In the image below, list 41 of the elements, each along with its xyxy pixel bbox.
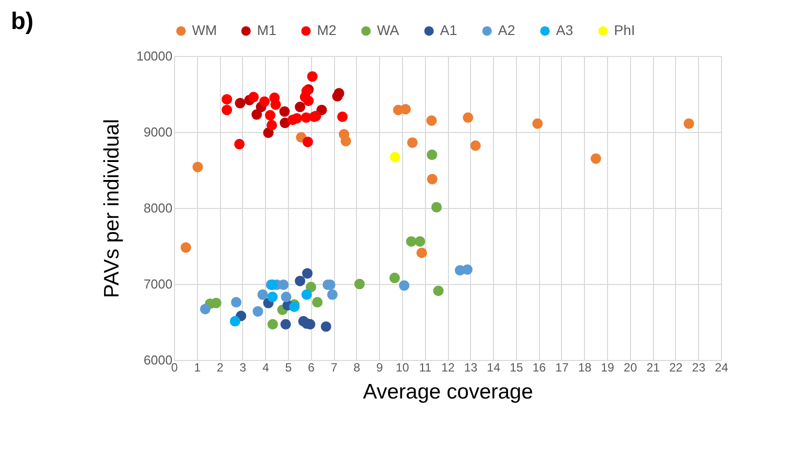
x-tick-label: 14 [486,360,501,374]
y-tick-label: 10000 [136,48,172,64]
x-tick-label: 3 [240,360,247,374]
x-tick-label: 7 [330,360,338,374]
x-axis-title: Average coverage [362,380,534,404]
x-tick-label: 15 [510,360,524,374]
legend-label: A3 [556,22,574,38]
x-tick-label: 18 [578,360,592,374]
x-tick-label: 6 [308,360,315,374]
x-tick-label: 9 [376,360,384,374]
x-tick-label: 0 [171,360,178,374]
x-tick-label: 23 [692,360,706,374]
y-tick-label: 9000 [144,124,172,140]
x-tick-label: 5 [285,360,292,374]
x-tick-label: 24 [714,360,728,374]
legend-label: A1 [440,22,458,38]
x-tick-label: 4 [262,360,270,374]
y-axis-title: PAVs per individual [100,119,124,298]
x-tick-label: 12 [441,360,455,374]
y-tick-label: 8000 [144,200,172,216]
x-tick-label: 17 [555,360,569,374]
x-tick-label: 16 [532,360,546,374]
x-tick-label: 13 [464,360,478,374]
x-tick-label: 1 [194,360,201,374]
x-tick-label: 19 [600,360,615,374]
legend-label: WM [192,22,217,38]
legend-label: M1 [257,22,277,38]
legend-label: M2 [317,22,337,38]
x-tick-label: 10 [396,360,410,374]
x-tick-label: 22 [669,360,683,374]
x-tick-label: 21 [646,360,660,374]
legend-label: WA [377,22,400,38]
text: b) [10,8,34,35]
legend-label: A2 [498,22,516,38]
y-tick-label: 7000 [144,276,172,292]
x-tick-label: 11 [418,360,432,374]
x-tick-label: 20 [624,360,638,374]
y-tick-label: 6000 [144,352,172,368]
x-tick-label: 2 [216,360,224,374]
legend-label: PhI [614,22,636,38]
x-tick-label: 8 [353,360,360,374]
